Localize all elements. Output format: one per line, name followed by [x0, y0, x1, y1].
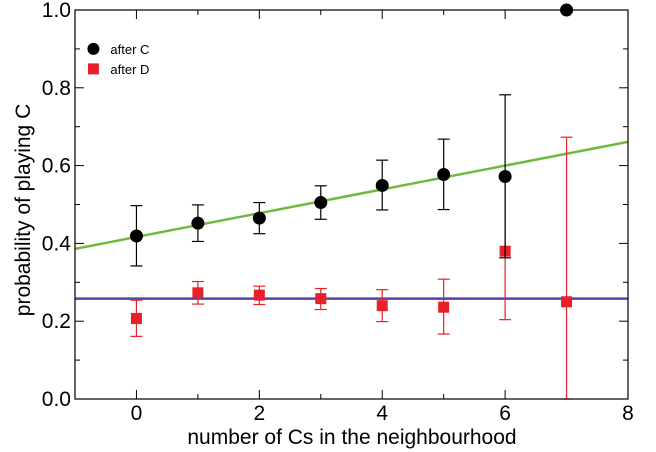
x-tick-label: 4: [376, 402, 388, 425]
after-d-point: [253, 289, 265, 301]
after-c-point: [498, 169, 512, 183]
legend-label: after C: [110, 42, 149, 57]
after-d-point: [315, 293, 327, 305]
after-d-point: [561, 296, 573, 308]
y-axis-title: probability of playing C: [12, 104, 35, 316]
legend-label: after D: [110, 62, 149, 77]
y-tick-label: 0.6: [42, 155, 71, 178]
after-c-point: [191, 216, 205, 230]
plot-frame: [74, 9, 629, 400]
after-d-point: [438, 301, 450, 313]
after-d-point: [192, 287, 204, 299]
y-tick-label: 0.8: [42, 77, 71, 100]
x-tick-label: 6: [499, 402, 511, 425]
legend: after C after D: [87, 42, 149, 77]
x-axis-title: number of Cs in the neighbourhood: [187, 426, 516, 449]
after-c-point: [437, 168, 451, 182]
y-tick-label: 0.2: [42, 310, 71, 333]
after-d-point: [130, 312, 142, 324]
x-tick-label: 0: [131, 402, 143, 425]
legend-marker-after-c: [87, 42, 100, 55]
after-c-point: [129, 229, 143, 243]
after-c-point: [314, 196, 328, 210]
after-c-point: [252, 211, 266, 225]
after-c-point: [375, 178, 389, 192]
legend-marker-after-d: [87, 63, 99, 75]
y-tick-label: 0.0: [42, 388, 71, 411]
y-tick-label: 0.4: [42, 232, 72, 255]
after-d-point: [376, 300, 388, 312]
x-tick-label: 2: [253, 402, 265, 425]
x-tick-label: 8: [622, 402, 634, 425]
fit-line: [75, 140, 628, 251]
y-tick-label: 1.0: [42, 0, 71, 22]
